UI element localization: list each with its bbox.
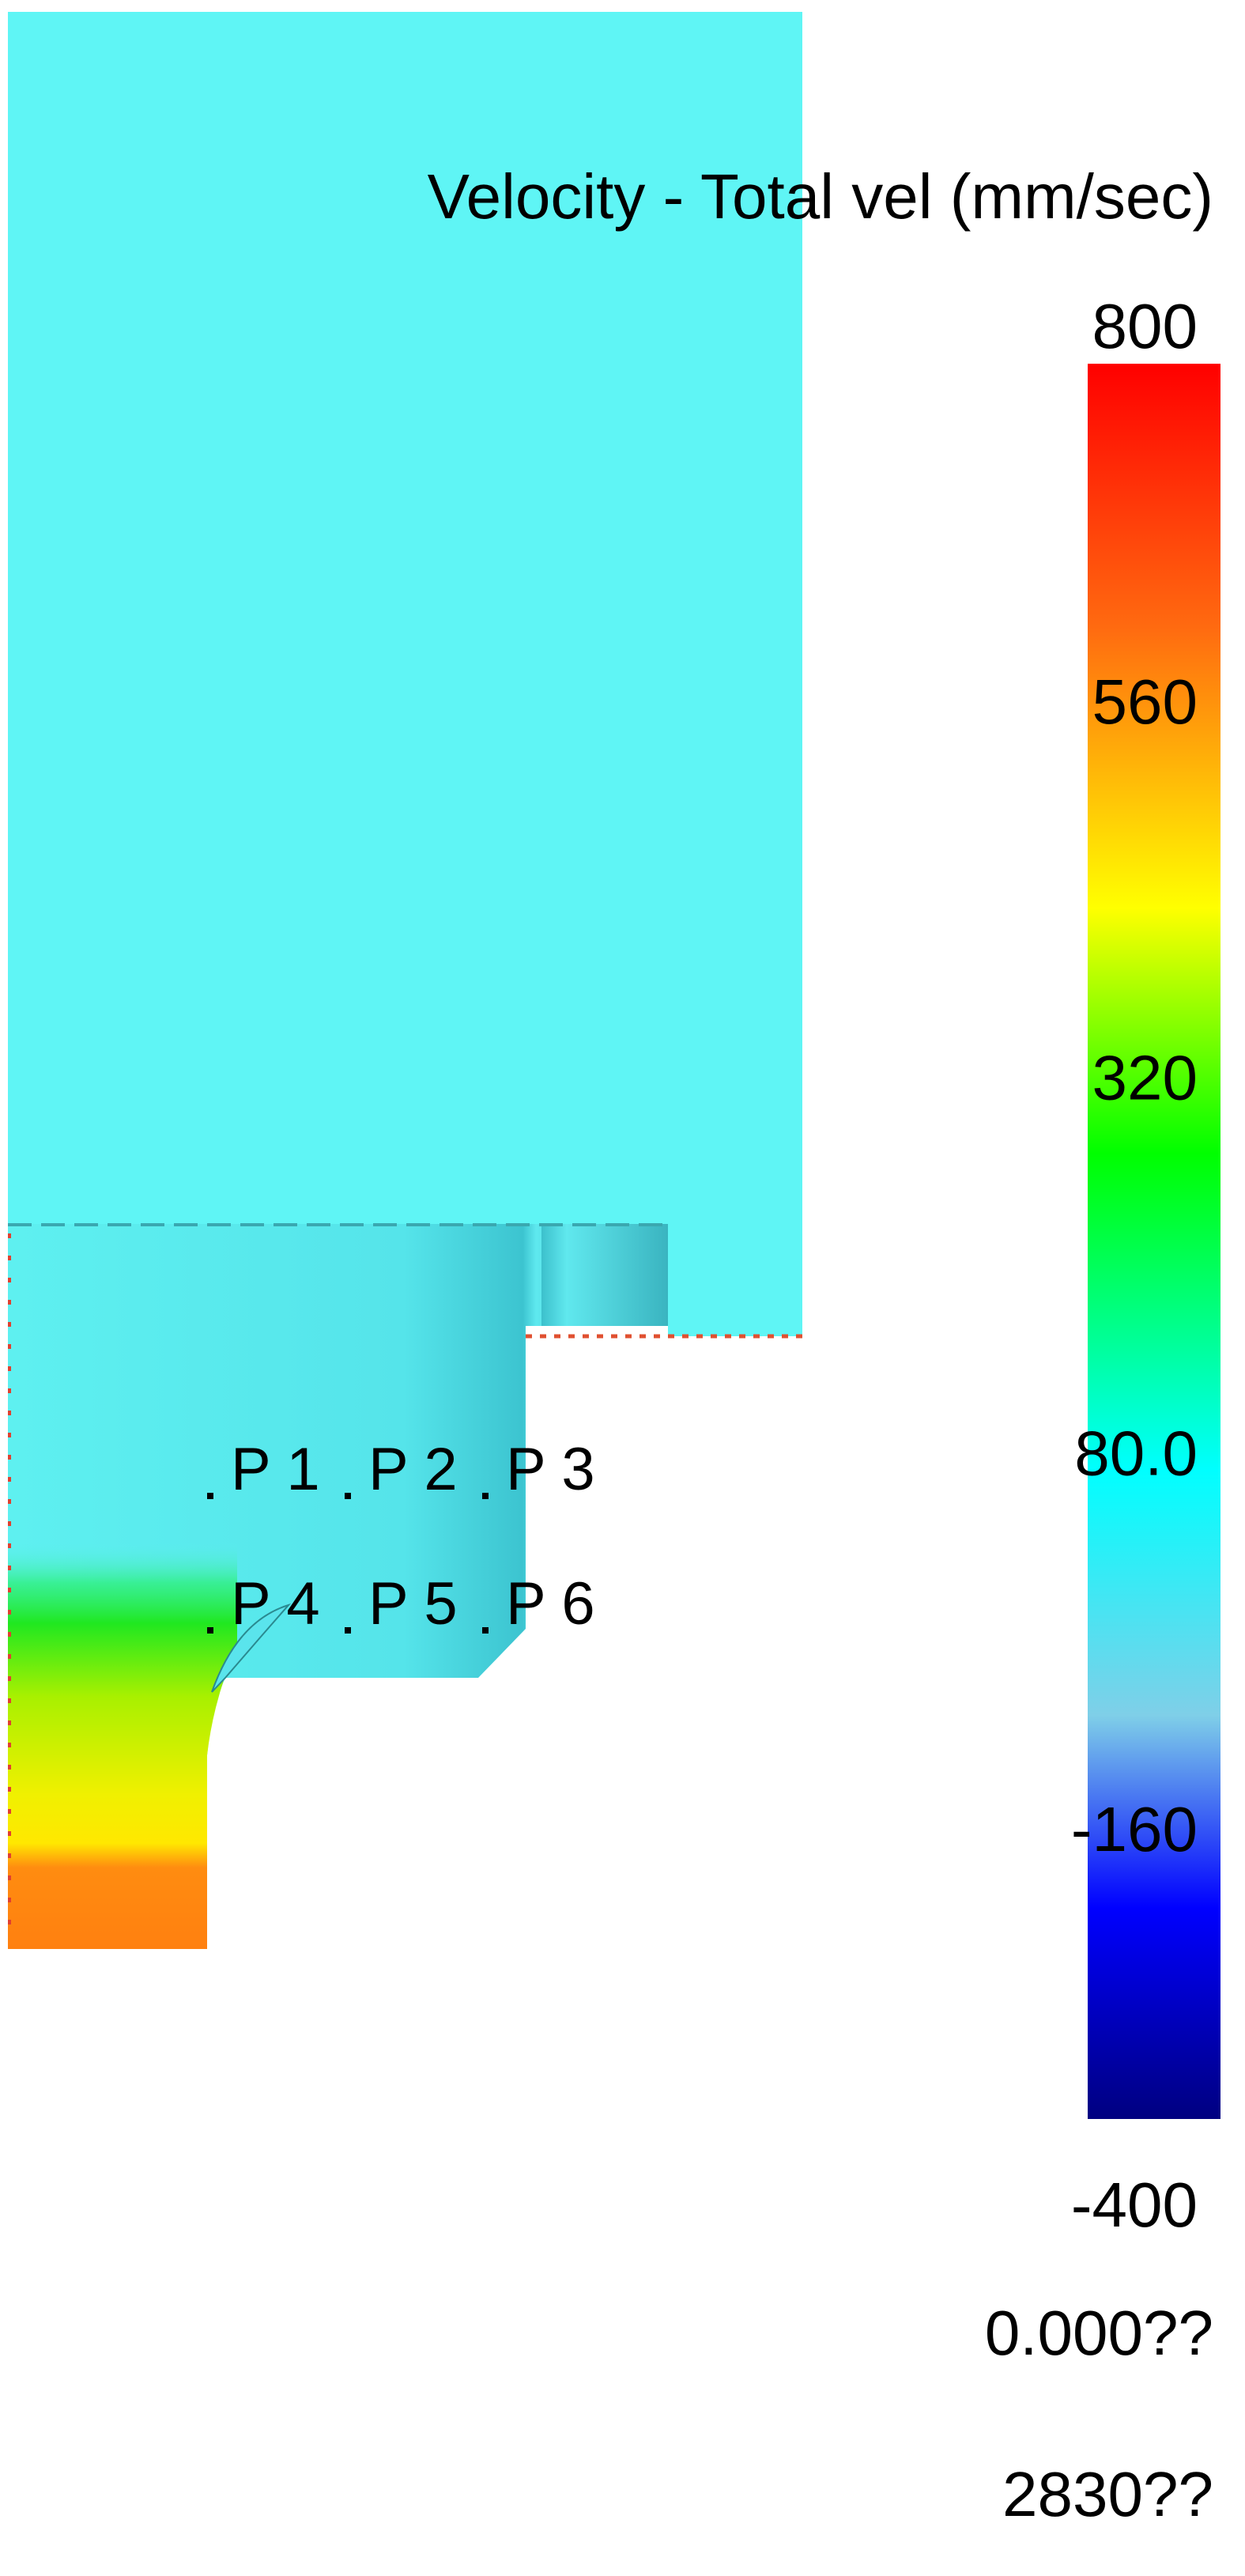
- colorbar-tick-label: 80.0: [1074, 1418, 1198, 1489]
- probe-label: P 6: [506, 1570, 595, 1637]
- colorbar-tick-label: 560: [1092, 667, 1198, 737]
- probe-dot: [482, 1627, 489, 1634]
- probe-label: P 5: [368, 1570, 458, 1637]
- probe-label: P 3: [506, 1436, 595, 1503]
- colorbar-ticks: 800 560 320 80.0 -160 -400: [1071, 291, 1198, 2240]
- probe-points: P 1 P 2 P 3 P 4 P 5 P 6: [207, 1436, 595, 1637]
- fluid-region-top: [8, 12, 802, 1336]
- probe-dot: [345, 1493, 351, 1499]
- probe-dot: [345, 1627, 351, 1634]
- gate-region: [8, 1542, 237, 1949]
- footer-min-value: 0.000??: [985, 2298, 1213, 2368]
- probe-label: P 2: [368, 1436, 458, 1503]
- colorbar-tick-label: -160: [1071, 1794, 1198, 1864]
- probe-dot: [482, 1493, 489, 1499]
- colorbar: [1088, 364, 1220, 2119]
- probe-label: P 4: [231, 1570, 320, 1637]
- footer-max-value: 2830??: [1002, 2459, 1213, 2529]
- colorbar-tick-label: 320: [1092, 1042, 1198, 1112]
- mold-geometry: [8, 12, 802, 1949]
- colorbar-tick-label: -400: [1071, 2170, 1198, 2240]
- colorbar-tick-label: 800: [1092, 291, 1198, 361]
- probe-dot: [207, 1627, 213, 1634]
- cavity-side-block: [541, 1224, 668, 1326]
- chart-title: Velocity - Total vel (mm/sec): [428, 161, 1213, 232]
- probe-dot: [207, 1493, 213, 1499]
- probe-label: P 1: [231, 1436, 320, 1503]
- gate-curve: [211, 1603, 292, 1693]
